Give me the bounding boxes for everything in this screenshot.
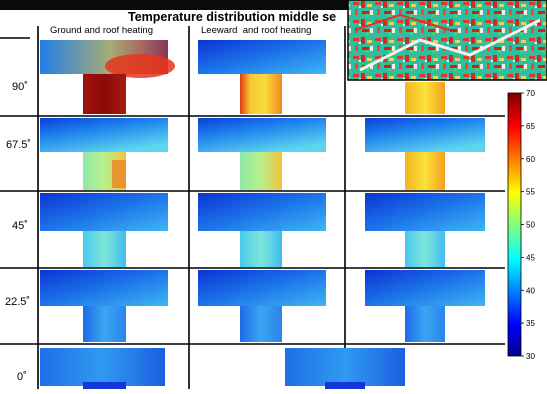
colorbar-tick-label: 55 [526, 188, 535, 197]
colorbar-tick-label: 60 [526, 155, 535, 164]
cell-90-third [405, 82, 445, 114]
colorbar-tick-label: 40 [526, 286, 535, 295]
colorbar-tick-label: 70 [526, 89, 535, 98]
cell-0-right [285, 348, 405, 389]
colorbar-tick-label: 50 [526, 221, 535, 230]
cell-22-ground [40, 270, 168, 342]
row-label-22-5: 22.5˚ [5, 296, 31, 308]
cell-67-leeward [198, 118, 326, 190]
colorbar-tick-label: 30 [526, 352, 535, 361]
column-label-ground: Ground and roof heating [50, 25, 153, 36]
top-strip [0, 0, 350, 10]
cell-67-ground [40, 118, 168, 190]
map-inset [347, 0, 547, 81]
colorbar-ticks: 70 65 60 55 50 45 40 35 30 [521, 89, 535, 361]
colorbar-tick-label: 35 [526, 319, 535, 328]
row-label-0: 0˚ [17, 371, 27, 383]
row-label-90: 90˚ [12, 81, 28, 93]
colorbar [507, 92, 522, 357]
grid-lines [0, 26, 505, 389]
figure-title: Temperature distribution middle se [128, 10, 337, 24]
cell-90-leeward [198, 40, 326, 114]
cell-22-third [365, 270, 485, 342]
row-label-67-5: 67.5˚ [6, 139, 32, 151]
cell-67-third [365, 118, 485, 190]
cell-90-ground [40, 40, 175, 114]
cell-45-ground [40, 193, 168, 267]
row-label-45: 45˚ [12, 220, 28, 232]
cell-0-ground [40, 348, 165, 389]
cell-22-leeward [198, 270, 326, 342]
colorbar-tick-label: 65 [526, 122, 535, 131]
column-label-leeward: Leeward and roof heating [201, 25, 312, 36]
cell-45-leeward [198, 193, 326, 267]
colorbar-tick-label: 45 [526, 253, 535, 262]
cell-45-third [365, 193, 485, 267]
